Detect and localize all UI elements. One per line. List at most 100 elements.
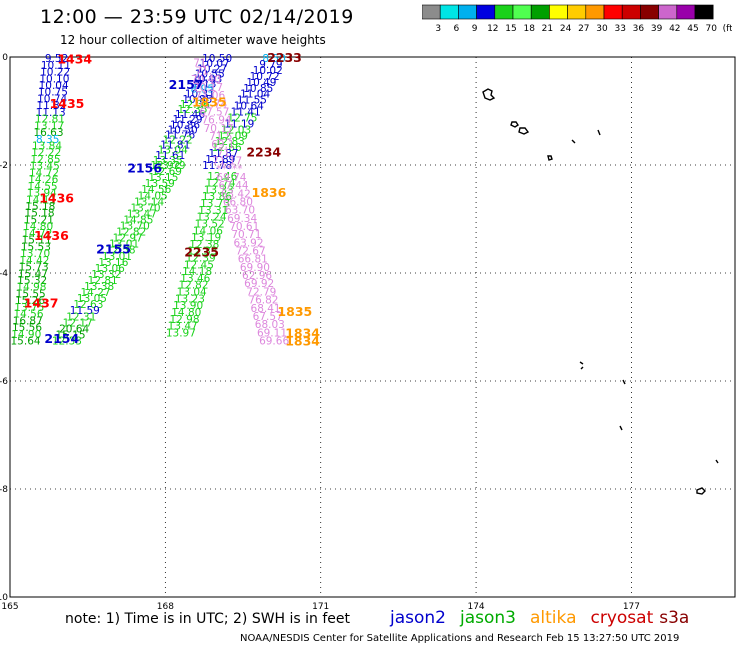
- colorbar-tick-label: 42: [669, 24, 680, 34]
- pass-time-label: 1437: [24, 296, 59, 311]
- wave-height-value: 13.97: [166, 327, 196, 339]
- island-outline: [518, 127, 530, 135]
- pass-time-label: 1436: [39, 190, 74, 205]
- colorbar-tick-label: 15: [505, 24, 516, 34]
- units-note-text: note: 1) Time is in UTC; 2) SWH is in fe…: [65, 611, 351, 627]
- wave-height-value: 71.17: [212, 156, 242, 168]
- wave-height-value: 12.38: [189, 239, 219, 251]
- wave-height-value: 12.46: [207, 171, 237, 183]
- units-note: note: 1) Time is in UTC; 2) SWH is in fe…: [65, 611, 350, 627]
- wave-height-value: 69.1: [211, 139, 234, 151]
- wave-height-value: 13.38: [84, 281, 114, 293]
- pass-time-label: 1835: [192, 94, 227, 109]
- wave-height-value: 12.31: [66, 311, 96, 323]
- lat-tick-label: -4: [0, 269, 8, 279]
- wave-height-value: 14.85: [123, 214, 153, 226]
- island-outline: [622, 379, 626, 385]
- wave-height-value: 13.04: [177, 287, 207, 299]
- satellite-legend-altika: altika: [530, 608, 577, 628]
- wave-height-value: 13.70: [131, 202, 161, 214]
- wave-height-value: 70.61: [229, 221, 259, 233]
- wave-height-value: 11.59: [70, 305, 100, 317]
- pass-time-label: 2233: [267, 50, 302, 65]
- wave-height-value: 14.06: [193, 225, 223, 237]
- island-outlines: [482, 88, 719, 495]
- wave-height-value: 62.96: [242, 270, 272, 282]
- satellite-legend-jason2: jason2: [390, 608, 446, 628]
- wave-height-value: 11.13: [36, 107, 66, 119]
- wave-height-value: 14.56: [13, 309, 43, 321]
- wave-height-value: 12.03: [221, 124, 251, 136]
- wave-height-value: 8.50: [262, 53, 285, 65]
- wave-height-value: 13.31: [198, 205, 228, 217]
- lon-tick-label: 168: [157, 602, 174, 612]
- pass-time-label: 1836: [252, 185, 287, 200]
- wave-height-value: 71.06: [195, 90, 225, 102]
- wave-height-value: 12.58: [106, 245, 136, 257]
- pass-time-label: 2234: [246, 145, 281, 160]
- wave-height-value: 12.22: [31, 147, 61, 159]
- wave-height-value: 67.44: [219, 180, 249, 192]
- wave-height-value: 14.18: [182, 266, 212, 278]
- wave-height-value: 12.74: [205, 178, 235, 190]
- wave-height-value: 10.85: [182, 94, 212, 106]
- wave-height-value: 14.80: [171, 307, 201, 319]
- wave-height-value: 13.47: [168, 321, 198, 333]
- satellite-legend-s3a: s3a: [659, 608, 690, 628]
- wave-height-value: 12.17: [63, 317, 93, 329]
- lat-tick-label: -8: [0, 485, 8, 495]
- wave-height-value: 11.19: [224, 118, 254, 130]
- wave-height-value: 10.86: [170, 119, 200, 131]
- colorbar-tick-label: 33: [614, 24, 625, 34]
- wave-height-value: 14.98: [16, 282, 46, 294]
- colorbar-tick-label: 36: [633, 24, 645, 34]
- wave-height-value: 69.66: [259, 336, 289, 348]
- wave-height-value: 10.04: [39, 80, 69, 92]
- wave-height-value: 13.84: [32, 140, 62, 152]
- wave-height-value: 13.32: [91, 269, 121, 281]
- wave-height-value: 14.72: [29, 167, 59, 179]
- wave-height-value: 11.32: [36, 100, 66, 112]
- wave-height-value: 12.33: [52, 336, 82, 348]
- wave-height-value: 10.11: [41, 60, 71, 72]
- lat-tick-label: -10: [0, 593, 8, 603]
- wave-height-value: 11.46: [175, 109, 205, 121]
- wave-height-value: 13.14: [134, 196, 164, 208]
- wave-height-value: 68.03: [255, 319, 285, 331]
- pass-time-label: 2157: [169, 77, 204, 92]
- pass-time-label: 1436: [34, 228, 69, 243]
- wave-height-value: 15.21: [24, 214, 54, 226]
- map-grid: [9, 56, 736, 598]
- wave-height-value: 10.31: [185, 89, 215, 101]
- wave-height-value: 11.78: [202, 160, 232, 172]
- satellite-legend-cryosat: cryosat: [590, 608, 654, 628]
- wave-height-value: 70.17: [204, 123, 234, 135]
- wave-height-value: 72.79: [246, 286, 276, 298]
- wave-height-value: 10.07: [200, 58, 230, 70]
- wave-height-value: 15.15: [56, 329, 86, 341]
- colorbar-tick-label: 3: [435, 24, 441, 34]
- colorbar-tick-label: 45: [687, 24, 698, 34]
- wave-height-value: 15.11: [22, 235, 52, 247]
- wave-height-value: 12.35: [177, 104, 207, 116]
- wave-height-value: 12.92: [150, 160, 180, 172]
- wave-height-value: 13.16: [98, 257, 128, 269]
- lat-tick-label: -2: [0, 161, 8, 171]
- wave-height-value: 63.42: [221, 188, 251, 200]
- colorbar-tick-label: 24: [560, 24, 572, 34]
- wave-height-value: 13.70: [120, 221, 150, 233]
- wave-height-value: 11.87: [208, 148, 238, 160]
- page-title: 12:00 — 23:59 UTC 02/14/2019: [40, 6, 354, 28]
- wave-height-value: 12.09: [218, 130, 248, 142]
- wave-height-value: 13.52: [195, 218, 225, 230]
- wave-height-value: 13.73: [200, 198, 230, 210]
- wave-height-value: 13.75: [14, 302, 44, 314]
- wave-height-value: 69.34: [227, 213, 257, 225]
- lat-tick-label: 0: [2, 53, 8, 63]
- wave-height-value: 71.5: [209, 131, 232, 143]
- wave-height-value: 11.81: [160, 140, 190, 152]
- colorbar-tick-label: 12: [487, 24, 498, 34]
- wave-height-value: 11.41: [231, 107, 261, 119]
- wave-height-value: 12.33: [187, 246, 217, 258]
